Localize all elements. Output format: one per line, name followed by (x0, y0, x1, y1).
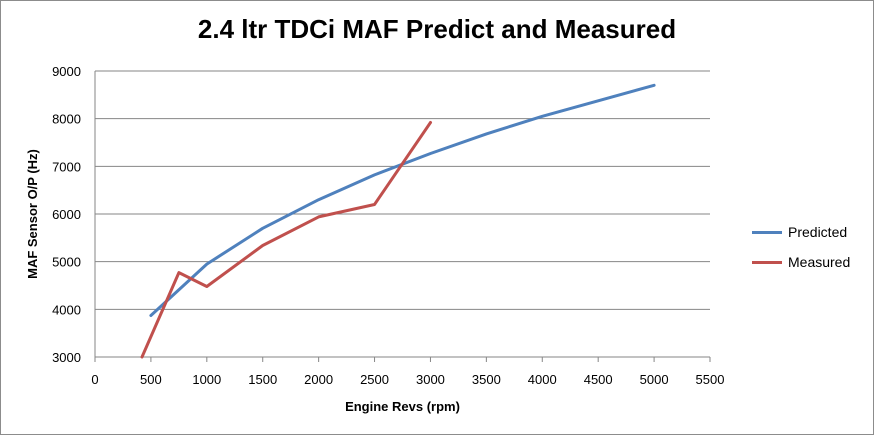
legend-item-measured: Measured (752, 247, 870, 277)
x-tick-label-3000: 3000 (416, 372, 445, 387)
data-point-measured-3 (262, 244, 264, 246)
x-tick-label-3500: 3500 (472, 372, 501, 387)
y-tick-label-7000: 7000 (52, 159, 81, 174)
data-point-predicted-6 (485, 133, 487, 135)
data-point-measured-2 (206, 285, 208, 287)
y-tick-label-5000: 5000 (52, 255, 81, 270)
legend-swatch-predicted (752, 230, 782, 234)
legend-label-measured: Measured (788, 254, 851, 270)
series-line-predicted (149, 83, 656, 317)
x-tick-label-2500: 2500 (360, 372, 389, 387)
chart-legend: Predicted Measured (752, 217, 870, 277)
x-axis-title: Engine Revs (rpm) (345, 399, 460, 414)
y-tick-label-3000: 3000 (52, 350, 81, 365)
data-point-predicted-0 (150, 315, 152, 317)
chart-title: 2.4 ltr TDCi MAF Predict and Measured (197, 14, 677, 44)
legend-swatch-measured (752, 260, 782, 264)
legend-label-predicted: Predicted (788, 224, 848, 240)
y-tick-label-8000: 8000 (52, 112, 81, 127)
y-axis-title: MAF Sensor O/P (Hz) (25, 149, 40, 279)
x-tick-label-0: 0 (91, 372, 98, 387)
y-tick-label-4000: 4000 (52, 302, 81, 317)
data-point-predicted-5 (429, 152, 431, 154)
x-tick-label-4000: 4000 (528, 372, 557, 387)
x-tick-label-4500: 4500 (584, 372, 613, 387)
data-point-predicted-3 (318, 199, 320, 201)
data-point-measured-0 (141, 356, 143, 358)
x-tick-label-500: 500 (140, 372, 162, 387)
data-point-measured-4 (318, 216, 320, 218)
data-point-predicted-2 (262, 227, 264, 229)
series-line-measured (140, 121, 432, 359)
x-tick-label-5500: 5500 (696, 372, 725, 387)
data-point-predicted-1 (206, 263, 208, 265)
y-tick-label-9000: 9000 (52, 64, 81, 79)
data-point-measured-5 (374, 203, 376, 205)
x-tick-label-1000: 1000 (192, 372, 221, 387)
data-point-measured-6 (429, 121, 431, 123)
data-point-predicted-8 (653, 84, 655, 86)
data-point-predicted-7 (541, 115, 543, 117)
data-point-measured-1 (178, 272, 180, 274)
x-tick-label-2000: 2000 (304, 372, 333, 387)
data-point-predicted-4 (374, 174, 376, 176)
y-tick-label-6000: 6000 (52, 207, 81, 222)
x-tick-label-5000: 5000 (640, 372, 669, 387)
x-tick-label-1500: 1500 (248, 372, 277, 387)
legend-item-predicted: Predicted (752, 217, 870, 247)
